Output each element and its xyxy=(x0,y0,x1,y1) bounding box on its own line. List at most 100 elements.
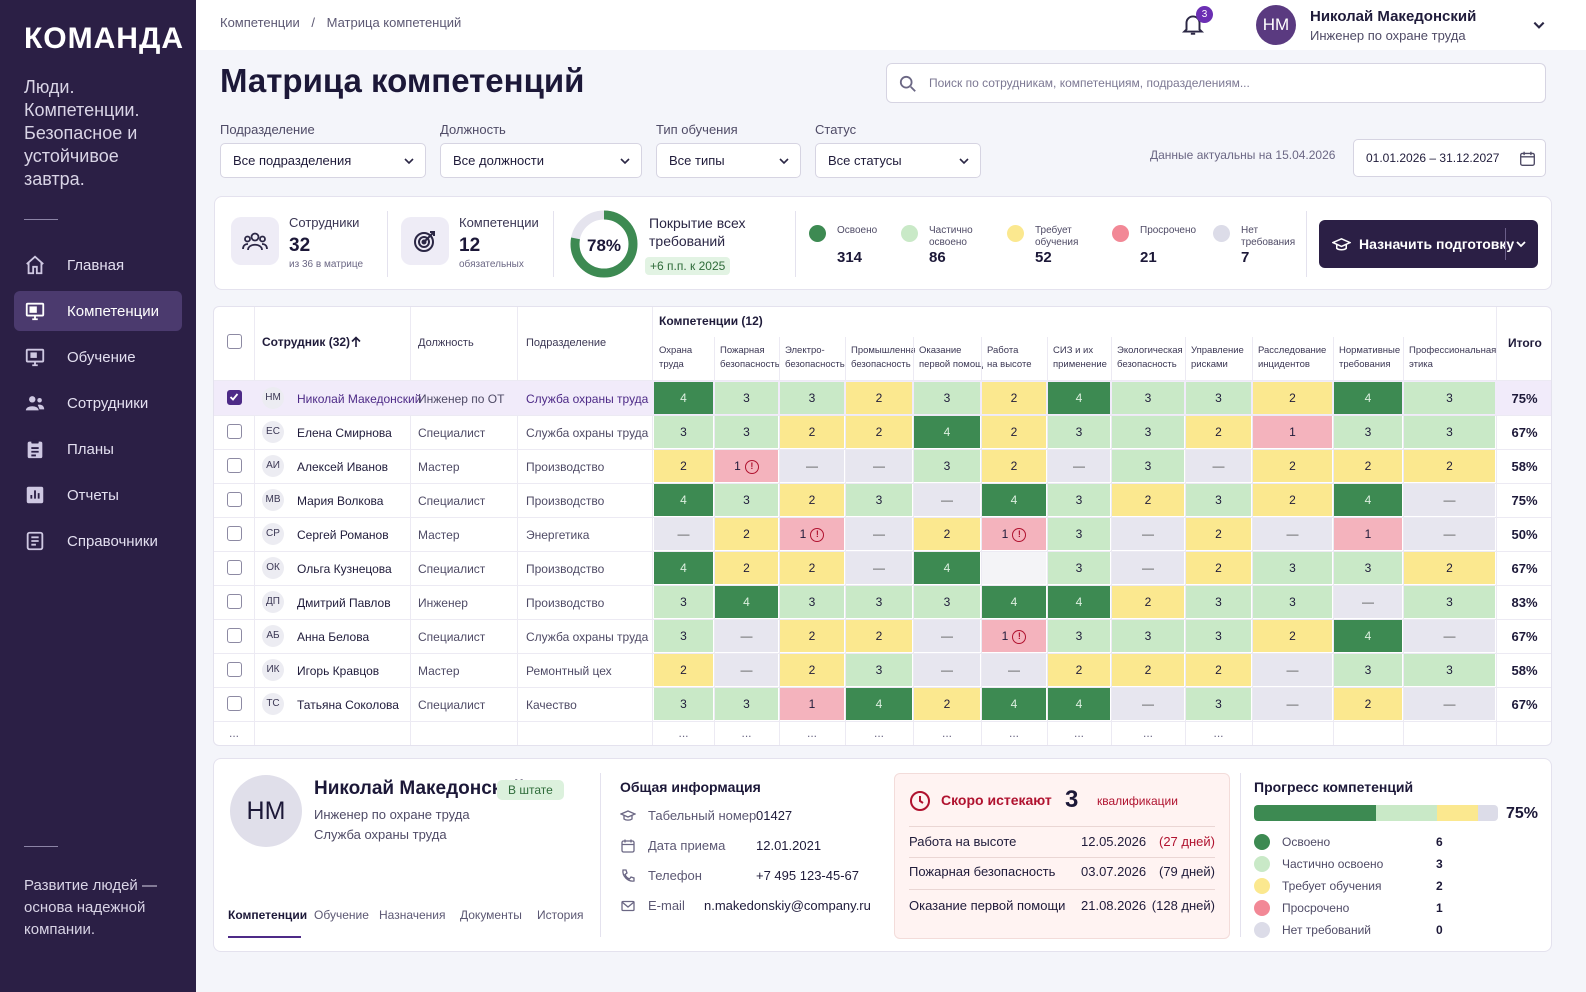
matrix-cell[interactable]: 4 xyxy=(982,586,1046,618)
matrix-cell[interactable]: 2 xyxy=(1048,654,1110,686)
matrix-cell[interactable]: 3 xyxy=(1048,484,1110,516)
matrix-cell[interactable]: 4 xyxy=(914,416,980,448)
matrix-cell[interactable]: 3 xyxy=(1112,416,1184,448)
matrix-cell[interactable]: 2 xyxy=(1404,552,1495,584)
matrix-cell[interactable]: 2 xyxy=(780,552,844,584)
matrix-cell[interactable]: — xyxy=(1253,654,1332,686)
matrix-cell[interactable]: 2 xyxy=(780,484,844,516)
position-select[interactable]: Все должности xyxy=(440,143,642,178)
matrix-cell[interactable]: 3 xyxy=(914,450,980,482)
matrix-cell[interactable]: 3 xyxy=(1048,416,1110,448)
matrix-cell[interactable]: 2 xyxy=(1253,484,1332,516)
matrix-cell[interactable]: 3 xyxy=(914,586,980,618)
matrix-cell[interactable]: 3 xyxy=(1048,620,1110,652)
matrix-cell[interactable]: — xyxy=(654,518,713,550)
employee-name[interactable]: Алексей Иванов xyxy=(297,460,388,474)
expiring-item[interactable]: Пожарная безопасность 03.07.2026 (79 дне… xyxy=(909,864,1215,892)
info-value[interactable]: n.makedonskiy@company.ru xyxy=(704,898,871,913)
matrix-cell[interactable]: 2 xyxy=(982,450,1046,482)
competency-column-header[interactable]: Работа на высоте xyxy=(987,345,1032,370)
matrix-cell[interactable]: 2 xyxy=(1186,416,1251,448)
competency-column-header[interactable]: Охрана труда xyxy=(659,345,693,370)
matrix-cell[interactable]: 3 xyxy=(715,416,778,448)
matrix-cell[interactable]: 2 xyxy=(715,518,778,550)
matrix-cell[interactable]: 2 xyxy=(654,654,713,686)
row-checkbox[interactable] xyxy=(227,424,242,439)
tab-assignments[interactable]: Назначения xyxy=(379,908,446,922)
matrix-cell[interactable]: — xyxy=(846,450,912,482)
row-checkbox[interactable] xyxy=(227,458,242,473)
matrix-cell[interactable]: 2 xyxy=(1253,450,1332,482)
matrix-cell[interactable]: 2 xyxy=(1112,654,1184,686)
matrix-cell[interactable]: 2 xyxy=(914,688,980,720)
matrix-cell[interactable]: — xyxy=(914,654,980,686)
row-checkbox[interactable] xyxy=(227,628,242,643)
training-type-select[interactable]: Все типы xyxy=(656,143,801,178)
matrix-cell[interactable]: — xyxy=(982,654,1046,686)
employee-name[interactable]: Татьяна Соколова xyxy=(297,698,399,712)
matrix-cell[interactable]: 2 xyxy=(654,450,713,482)
department-column-header[interactable]: Подразделение xyxy=(526,337,607,349)
matrix-cell[interactable]: 4 xyxy=(654,382,713,414)
matrix-cell[interactable]: 3 xyxy=(1186,620,1251,652)
row-checkbox[interactable] xyxy=(227,526,242,541)
matrix-cell[interactable]: — xyxy=(1112,688,1184,720)
app-logo[interactable]: КОМАНДА xyxy=(24,22,185,55)
department-select[interactable]: Все подразделения xyxy=(220,143,426,178)
date-range-picker[interactable]: 01.01.2026 – 31.12.2027 xyxy=(1353,139,1546,177)
competency-column-header[interactable]: Профессиональная этика xyxy=(1409,345,1497,370)
matrix-cell[interactable]: — xyxy=(914,620,980,652)
employee-name[interactable]: Ольга Кузнецова xyxy=(297,562,392,576)
matrix-cell[interactable]: 2 xyxy=(846,416,912,448)
matrix-cell[interactable]: 3 xyxy=(715,688,778,720)
matrix-cell[interactable]: — xyxy=(715,620,778,652)
matrix-cell[interactable]: 3 xyxy=(846,586,912,618)
matrix-cell[interactable]: 2 xyxy=(914,518,980,550)
matrix-cell[interactable]: 3 xyxy=(780,382,844,414)
matrix-cell[interactable]: — xyxy=(1404,518,1495,550)
expiring-item[interactable]: Оказание первой помощи 21.08.2026 (128 д… xyxy=(909,898,1215,926)
matrix-cell[interactable]: 2 xyxy=(780,654,844,686)
matrix-cell[interactable]: 3 xyxy=(846,484,912,516)
user-name[interactable]: Николай Македонский xyxy=(1310,8,1477,25)
sort-ascending-icon[interactable] xyxy=(350,336,362,348)
matrix-cell[interactable]: 4 xyxy=(1048,688,1110,720)
row-checkbox[interactable] xyxy=(227,696,242,711)
tab-documents[interactable]: Документы xyxy=(460,908,522,922)
matrix-cell[interactable]: — xyxy=(1048,450,1110,482)
matrix-cell[interactable]: — xyxy=(846,518,912,550)
status-select[interactable]: Все статусы xyxy=(815,143,981,178)
matrix-cell[interactable]: 2 xyxy=(1112,484,1184,516)
matrix-cell[interactable]: 3 xyxy=(1112,382,1184,414)
matrix-cell[interactable]: — xyxy=(914,484,980,516)
competency-column-header[interactable]: Нормативные требования xyxy=(1339,345,1401,370)
expiring-item[interactable]: Работа на высоте 12.05.2026 (27 дней) xyxy=(909,834,1215,862)
matrix-cell[interactable]: 2 xyxy=(1112,586,1184,618)
matrix-cell[interactable] xyxy=(982,552,1046,584)
matrix-cell[interactable]: 3 xyxy=(1186,484,1251,516)
row-checkbox[interactable] xyxy=(227,594,242,609)
matrix-cell[interactable]: 3 xyxy=(1186,688,1251,720)
sidebar-item-employees[interactable]: Сотрудники xyxy=(14,383,182,423)
matrix-cell[interactable]: 4 xyxy=(654,552,713,584)
matrix-cell[interactable]: 3 xyxy=(1112,450,1184,482)
competency-column-header[interactable]: Оказание первой помощи xyxy=(919,345,983,370)
matrix-cell[interactable]: — xyxy=(1334,586,1402,618)
row-checkbox[interactable] xyxy=(227,560,242,575)
matrix-cell[interactable]: 3 xyxy=(1112,620,1184,652)
matrix-cell[interactable]: 3 xyxy=(1404,382,1495,414)
position-column-header[interactable]: Должность xyxy=(418,337,474,349)
competency-column-header[interactable]: Управление рисками xyxy=(1191,345,1244,370)
matrix-cell[interactable]: 1! xyxy=(982,518,1046,550)
matrix-cell[interactable]: 3 xyxy=(654,416,713,448)
matrix-cell[interactable]: 2 xyxy=(1334,688,1402,720)
matrix-cell[interactable]: — xyxy=(1253,688,1332,720)
matrix-cell[interactable]: 3 xyxy=(1253,586,1332,618)
matrix-cell[interactable]: 2 xyxy=(780,620,844,652)
matrix-cell[interactable]: 2 xyxy=(1253,620,1332,652)
matrix-cell[interactable]: 3 xyxy=(780,586,844,618)
matrix-cell[interactable]: 4 xyxy=(715,586,778,618)
matrix-cell[interactable]: 3 xyxy=(1048,518,1110,550)
matrix-cell[interactable]: 3 xyxy=(914,382,980,414)
matrix-cell[interactable]: 4 xyxy=(846,688,912,720)
